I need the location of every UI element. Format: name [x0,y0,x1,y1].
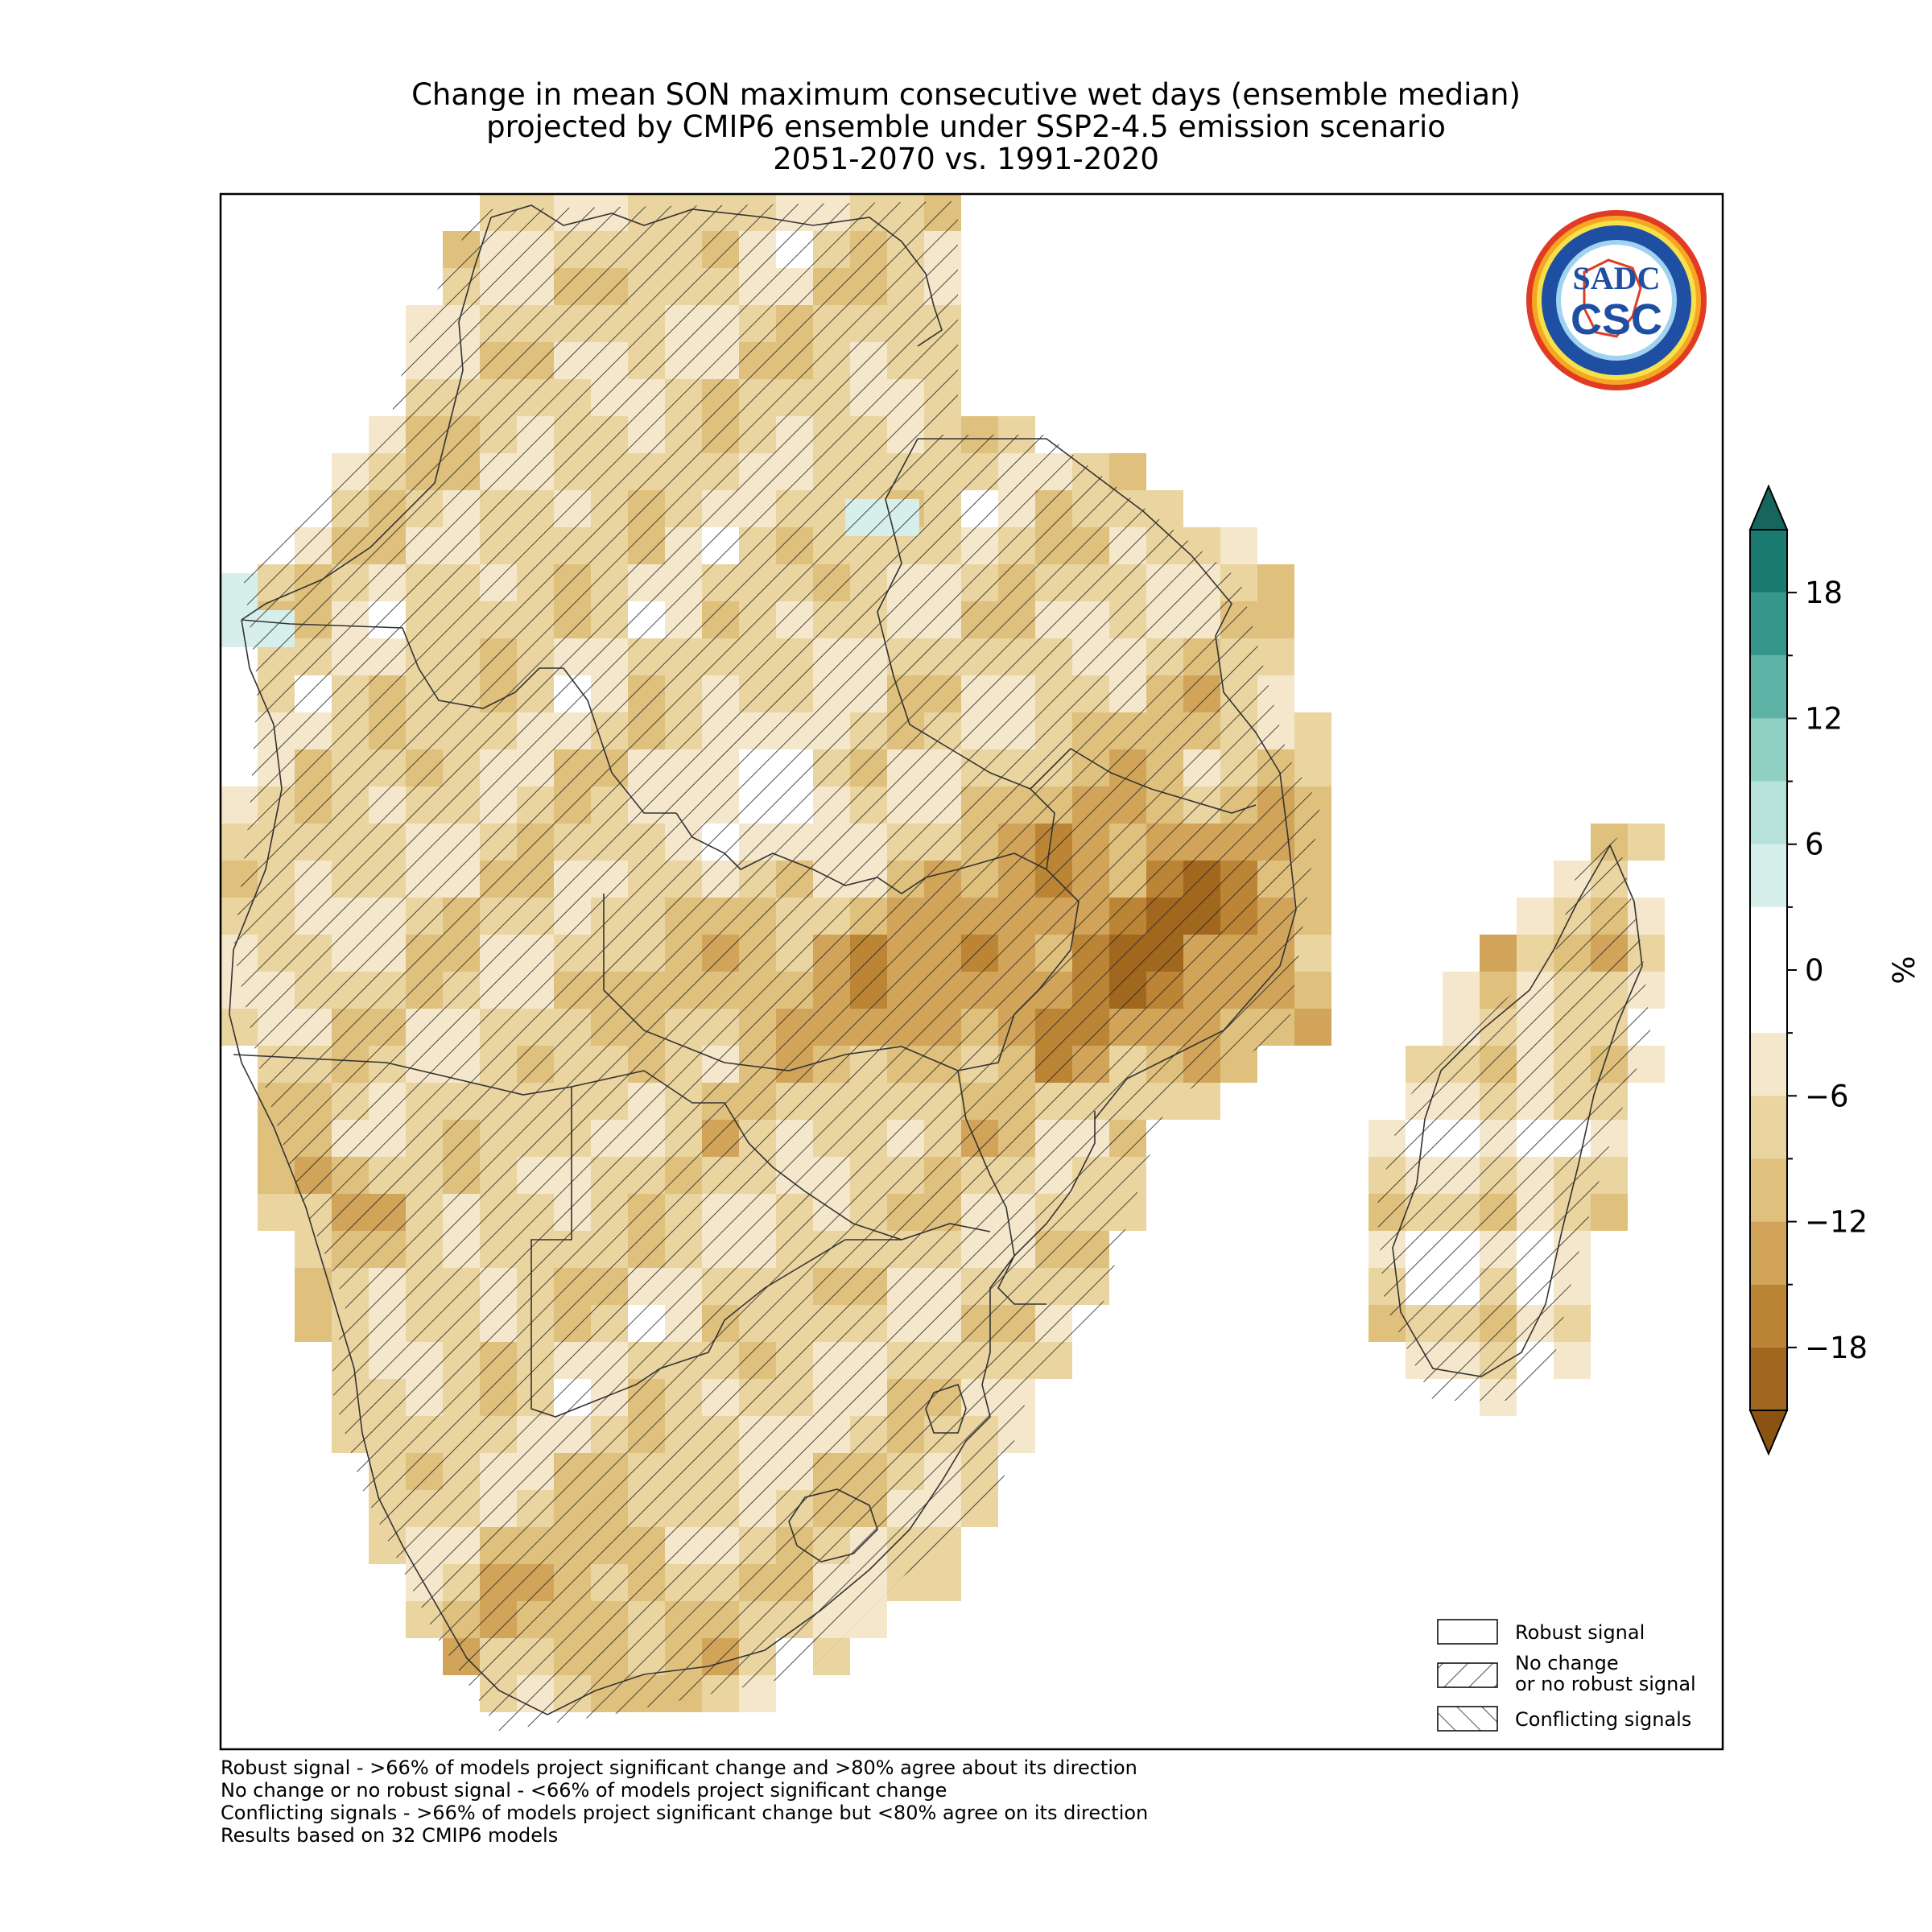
colorbar-unit-label: % [1887,956,1922,984]
title-line-3: 2051-2070 vs. 1991-2020 [773,142,1159,176]
colorbar-bin-6 [1750,906,1787,1034]
footnote-conflicting: Conflicting signals - >66% of models pro… [221,1802,1149,1824]
map-panel [219,192,1724,1751]
grid-cell [1628,861,1665,898]
colorbar-extend-bottom [1748,1410,1789,1456]
colorbar-extend-top [1748,484,1789,530]
colorbar-bin-2 [1750,655,1787,719]
title-line-1: Change in mean SON maximum consecutive w… [411,77,1521,112]
colorbar-tick-label: 6 [1805,828,1824,862]
mainland-hatch-area [233,201,1320,1731]
grid-cell [1294,712,1331,749]
grid-cell [295,1305,332,1342]
logo-top-text: SADC [1573,260,1661,296]
colorbar-bin-5 [1750,844,1787,907]
legend-swatch-conflicting [1437,1706,1498,1732]
colorbar-tick-label: 12 [1805,701,1843,736]
grid-cell [1220,527,1257,564]
grid-cell [1443,972,1480,1009]
country-borders [229,204,1643,1715]
colorbar-bin-12 [1750,1347,1787,1410]
grid-cell [924,1564,961,1601]
colorbar-bin-11 [1750,1284,1787,1348]
hatch-layer [233,201,1650,1731]
grid-cell [1517,898,1554,935]
title-line-2: projected by CMIP6 ensemble under SSP2-4… [486,109,1446,144]
grid-cell [1591,1194,1628,1231]
logo-main-text: CSC [1571,295,1662,344]
colorbar-bin-9 [1750,1158,1787,1222]
footnote-models: Results based on 32 CMIP6 models [221,1824,559,1847]
grid-cell [1294,972,1331,1009]
colorbar-bin-7 [1750,1033,1787,1096]
grid-cell [1109,453,1146,490]
colorbar-tick-label: 0 [1805,953,1824,988]
colorbar: 18 12 6 0 −6 −12 −18% [1748,484,1922,1456]
map-frame-border [219,192,1724,1751]
colorbar-tick-label: −12 [1805,1205,1868,1240]
grid-cell [1294,1009,1331,1046]
colorbar-bin-10 [1750,1221,1787,1285]
legend-swatch-no-change [1437,1662,1498,1688]
sadc-csc-logo: SADC CSC [1526,210,1707,390]
colorbar-tick-label: −6 [1805,1079,1849,1113]
colorbar-tick-label: 18 [1805,576,1843,610]
grid-cell [1628,824,1665,861]
legend-label-robust: Robust signal [1515,1621,1645,1644]
legend-label-conflicting: Conflicting signals [1515,1708,1691,1731]
colorbar-bin-0 [1750,530,1787,593]
grid-cell [1257,601,1294,638]
colorbar-bin-8 [1750,1096,1787,1159]
footnote-no-change: No change or no robust signal - <66% of … [221,1779,947,1802]
legend-label-no-change: No change [1515,1652,1619,1674]
legend-swatch-robust [1437,1619,1498,1645]
grid-cell [258,1194,295,1231]
colorbar-bin-4 [1750,781,1787,844]
madagascar-hatch-area [1377,837,1650,1401]
grid-cell [1628,1083,1665,1120]
colorbar-tick-label: −18 [1805,1331,1868,1365]
grid-cell [1554,1342,1591,1379]
colorbar-bin-3 [1750,718,1787,782]
hatch-legend: Robust signal No change or no robust sig… [1437,1619,1696,1732]
colorbar-bin-1 [1750,592,1787,656]
legend-label-no-change-2: or no robust signal [1515,1673,1696,1695]
footnote-robust: Robust signal - >66% of models project s… [221,1757,1137,1779]
grid-cell [1257,564,1294,601]
grid-cell [1480,935,1517,972]
